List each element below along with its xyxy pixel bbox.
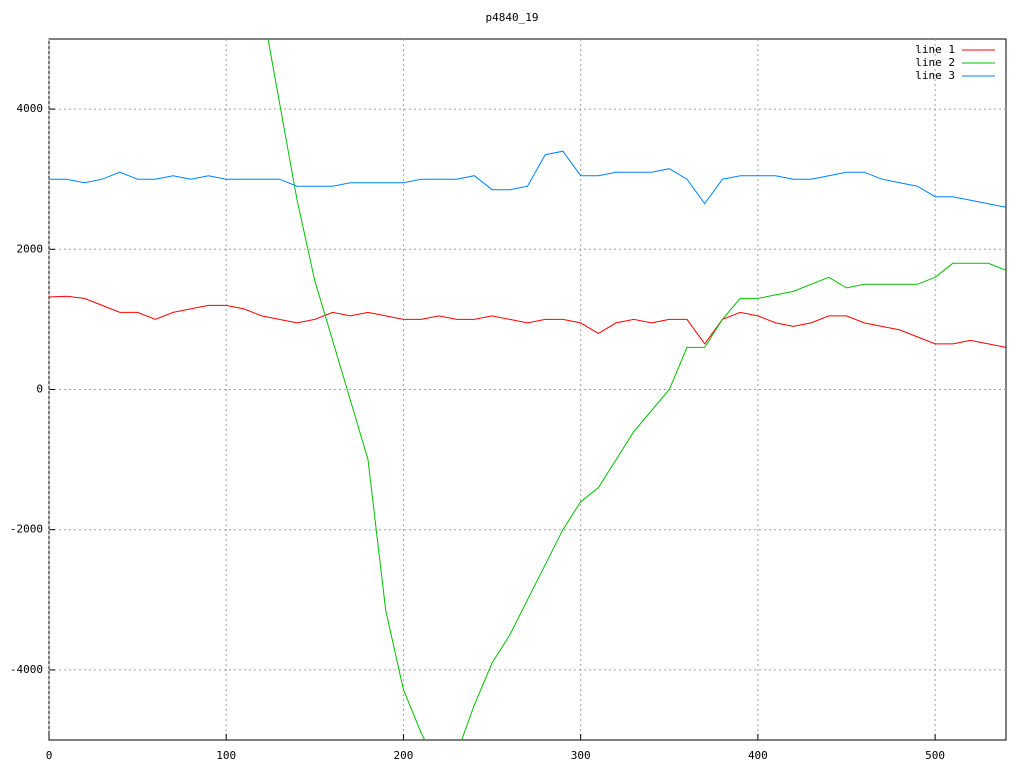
data-line — [49, 150, 1006, 208]
chart-title: p4840_19 — [486, 11, 539, 24]
plot-area — [49, 39, 1006, 740]
y-tick-label: 0 — [36, 383, 43, 396]
y-tick-label: -4000 — [10, 663, 43, 676]
x-tick-label: 300 — [571, 749, 591, 762]
x-tick-label: 400 — [748, 749, 768, 762]
legend-label: line 1 — [915, 43, 955, 56]
x-tick-label: 500 — [925, 749, 945, 762]
data-line — [49, 295, 1006, 348]
x-tick-label: 200 — [394, 749, 414, 762]
plot-frame — [48, 38, 1007, 741]
y-tick-label: 4000 — [17, 102, 44, 115]
x-tick-label: 100 — [216, 749, 236, 762]
x-tick-label: 0 — [46, 749, 53, 762]
y-tick-label: 2000 — [17, 242, 44, 255]
y-tick-label: -2000 — [10, 523, 43, 536]
data-line — [267, 39, 1006, 740]
legend-label: line 2 — [915, 56, 955, 69]
legend-label: line 3 — [915, 69, 955, 82]
